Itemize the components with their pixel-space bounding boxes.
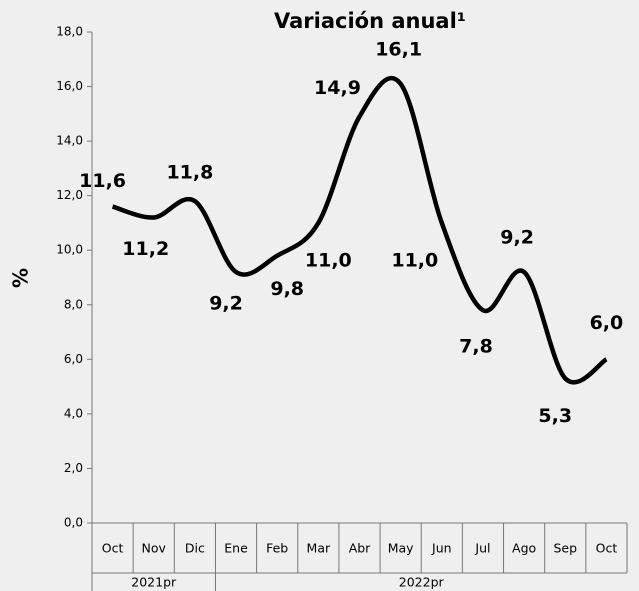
y-tick-label: 2,0: [64, 461, 83, 475]
data-label: 16,1: [375, 38, 422, 60]
x-tick-label: Sep: [553, 541, 577, 556]
data-label: 11,0: [391, 249, 438, 271]
y-tick-label: 4,0: [64, 406, 83, 420]
x-tick-label: May: [388, 541, 414, 556]
y-tick-label: 6,0: [64, 352, 83, 366]
chart-title: Variación anual¹: [274, 9, 466, 33]
group-label: 2022pr: [399, 575, 445, 590]
data-label: 11,8: [166, 162, 213, 184]
data-label: 14,9: [314, 77, 361, 99]
x-tick-label: Nov: [142, 541, 167, 556]
data-label: 6,0: [590, 312, 624, 334]
x-tick-label: Feb: [266, 541, 288, 556]
x-tick-label: Ene: [224, 541, 248, 556]
y-tick-label: 16,0: [56, 79, 83, 93]
data-label: 9,2: [500, 227, 534, 249]
x-tick-label: Jul: [474, 541, 490, 556]
y-tick-label: 8,0: [64, 297, 83, 311]
y-tick-label: 14,0: [56, 134, 83, 148]
x-tick-label: Mar: [307, 541, 331, 556]
data-label: 9,8: [270, 278, 304, 300]
x-tick-label: Jun: [431, 541, 452, 556]
y-tick-label: 12,0: [56, 188, 83, 202]
x-tick-label: Oct: [596, 541, 618, 556]
x-tick-label: Oct: [102, 541, 124, 556]
data-label: 11,6: [79, 170, 126, 192]
y-tick-label: 18,0: [56, 25, 83, 39]
y-axis-label: %: [9, 268, 33, 288]
x-tick-label: Abr: [349, 541, 371, 556]
data-label: 11,2: [122, 238, 169, 260]
data-label: 7,8: [459, 336, 493, 358]
group-label: 2021pr: [131, 575, 177, 590]
line: [111, 75, 608, 385]
y-tick-label: 10,0: [56, 243, 83, 257]
data-label: 11,0: [305, 249, 352, 271]
x-tick-label: Dic: [185, 541, 205, 556]
data-label: 9,2: [209, 293, 243, 315]
x-tick-label: Ago: [512, 541, 536, 556]
data-label: 5,3: [538, 405, 572, 427]
y-tick-label: 0,0: [64, 516, 83, 530]
